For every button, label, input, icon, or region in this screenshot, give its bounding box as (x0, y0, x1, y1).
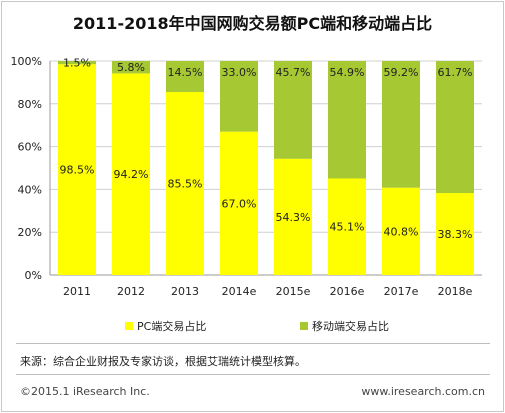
x-tick-label: 2012 (117, 285, 145, 298)
y-tick-label: 20% (18, 226, 42, 239)
divider-top (16, 343, 490, 344)
data-label-pc: 67.0% (222, 197, 257, 210)
bar-pc-2013 (166, 92, 204, 275)
data-label-mobile: 54.9% (330, 66, 365, 79)
bar-pc-2018e (436, 193, 474, 275)
legend-swatch-pc (125, 322, 133, 330)
data-label-pc: 54.3% (276, 211, 311, 224)
bar-mobile-2014e (220, 61, 258, 132)
source-note: 来源：综合企业财报及专家访谈，根据艾瑞统计模型核算。 (20, 355, 306, 368)
data-label-pc: 98.5% (60, 164, 95, 177)
legend-item-pc: PC端交易占比 (125, 318, 206, 334)
bar-pc-2011 (58, 64, 96, 276)
x-tick-label: 2011 (63, 285, 91, 298)
legend-label-pc: PC端交易占比 (137, 320, 207, 333)
bar-pc-2015e (274, 158, 312, 275)
data-label-pc: 45.1% (330, 221, 365, 234)
bar-mobile-2016e (328, 61, 366, 179)
copyright: ©2015.1 iResearch Inc. (20, 385, 150, 398)
bar-mobile-2012 (112, 61, 150, 74)
bar-mobile-2013 (166, 61, 204, 93)
x-tick-label: 2017e (384, 285, 419, 298)
data-label-pc: 94.2% (114, 168, 149, 181)
x-tick-label: 2015e (276, 285, 311, 298)
legend-label-mobile: 移动端交易占比 (312, 320, 389, 333)
x-tick-label: 2014e (222, 285, 257, 298)
chart-title: 2011-2018年中国网购交易额PC端和移动端占比 (72, 14, 433, 33)
data-label-pc: 85.5% (168, 178, 203, 191)
bar-mobile-2017e (382, 61, 420, 188)
data-label-mobile: 61.7% (438, 66, 473, 79)
data-label-mobile: 1.5% (63, 57, 91, 70)
bar-pc-2017e (382, 187, 420, 275)
x-tick-label: 2016e (330, 285, 365, 298)
bar-mobile-2011 (58, 61, 96, 65)
y-tick-label: 60% (18, 141, 42, 154)
data-label-mobile: 33.0% (222, 66, 257, 79)
data-label-mobile: 59.2% (384, 66, 419, 79)
y-tick-label: 40% (18, 183, 42, 196)
data-label-mobile: 45.7% (276, 66, 311, 79)
data-label-pc: 40.8% (384, 225, 419, 238)
y-tick-label: 100% (11, 55, 42, 68)
legend-swatch-mobile (300, 322, 308, 330)
y-tick-label: 0% (25, 269, 42, 282)
y-tick-label: 80% (18, 98, 42, 111)
website-link[interactable]: www.iresearch.com.cn (361, 385, 485, 398)
data-label-pc: 38.3% (438, 228, 473, 241)
x-tick-label: 2013 (171, 285, 199, 298)
bar-pc-2014e (220, 131, 258, 275)
data-label-mobile: 14.5% (168, 66, 203, 79)
data-label-mobile: 5.8% (117, 61, 145, 74)
bar-pc-2012 (112, 73, 150, 275)
bar-pc-2016e (328, 178, 366, 275)
legend-item-mobile: 移动端交易占比 (300, 318, 389, 334)
divider-bottom (16, 374, 490, 375)
bar-mobile-2015e (274, 61, 312, 159)
bar-mobile-2018e (436, 61, 474, 194)
x-tick-label: 2018e (438, 285, 473, 298)
